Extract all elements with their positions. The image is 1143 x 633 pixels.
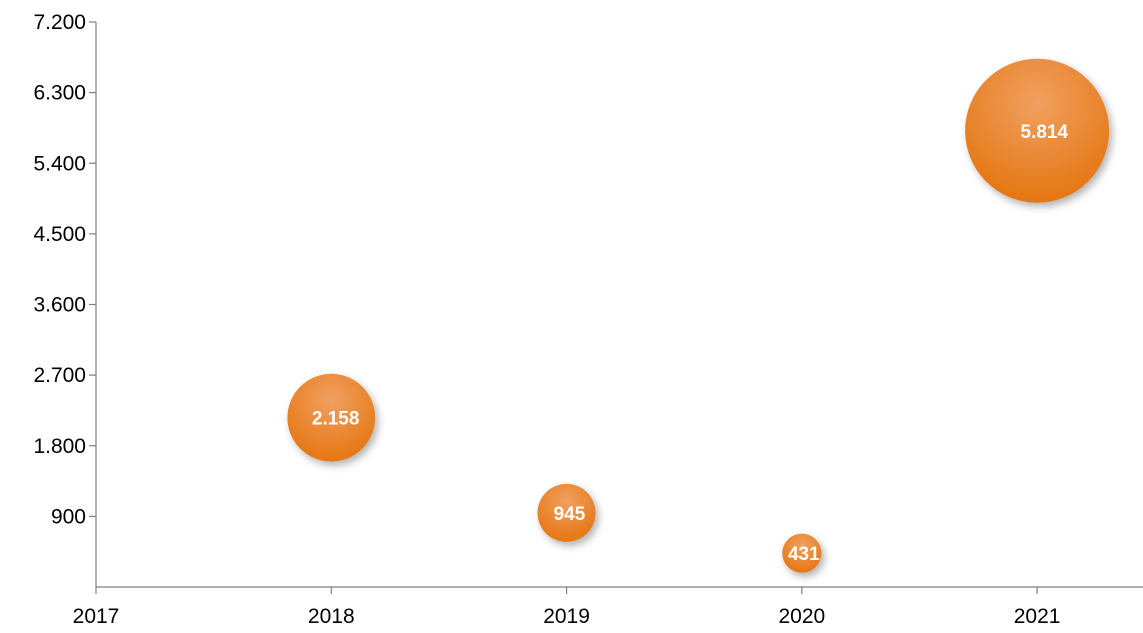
- x-axis-ticks: 2017 2018 2019 2020 2021: [73, 587, 1061, 628]
- x-tick-label: 2017: [73, 605, 120, 628]
- bubble: 2.158: [287, 373, 376, 462]
- y-axis-ticks: 900 1.800 2.700 3.600 4.500 5.400 6.300 7.200: [33, 11, 96, 528]
- bubble-value-label: 2.158: [312, 409, 360, 430]
- y-tick-label: 5.400: [33, 152, 86, 175]
- bubble: 945: [537, 483, 596, 542]
- bubble-circle: [287, 373, 376, 462]
- y-tick-label: 7.200: [33, 11, 86, 34]
- y-tick-label: 900: [51, 505, 86, 528]
- x-tick-label: 2021: [1014, 605, 1061, 628]
- y-tick-label: 2.700: [33, 364, 86, 387]
- bubble-value-label: 431: [788, 544, 820, 565]
- x-tick-label: 2019: [543, 605, 590, 628]
- bubble-value-label: 5.814: [1021, 122, 1069, 143]
- bubble-circle: [782, 533, 822, 573]
- y-tick-label: 3.600: [33, 294, 86, 317]
- y-tick-label: 1.800: [33, 435, 86, 458]
- bubble: 5.814: [965, 58, 1110, 203]
- bubble-value-label: 945: [554, 504, 586, 525]
- x-tick-label: 2018: [308, 605, 355, 628]
- y-tick-label: 4.500: [33, 223, 86, 246]
- bubble: 431: [782, 533, 822, 573]
- bubble-circle: [965, 58, 1110, 203]
- bubbles: 2.158 945 431 5.814: [287, 58, 1110, 573]
- bubble-circle: [537, 483, 596, 542]
- x-tick-label: 2020: [778, 605, 825, 628]
- y-tick-label: 6.300: [33, 82, 86, 105]
